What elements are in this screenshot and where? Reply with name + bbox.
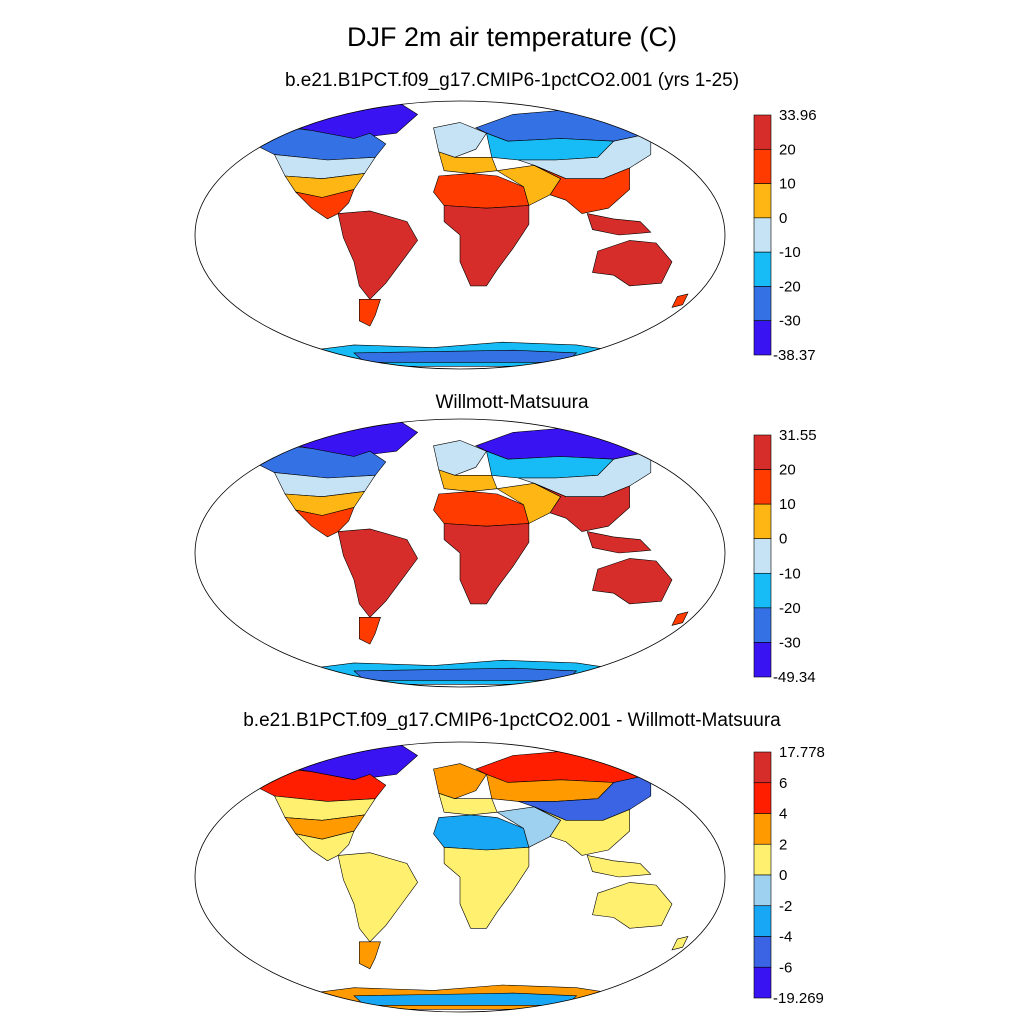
colorbar-tick-label: -20 [779, 600, 801, 617]
colorbar-tick-label: 31.55 [779, 427, 817, 444]
region-south-se-asia [534, 165, 630, 214]
colorbar-tick-label: 0 [779, 210, 787, 227]
colorbar-tick-label: 0 [779, 867, 787, 884]
colorbar-segment [753, 434, 772, 470]
colorbar-tick-label: -30 [779, 634, 801, 651]
colorbar-tick-label: -20 [779, 278, 801, 295]
colorbar-tick-label: 10 [779, 176, 796, 193]
region-southern-europe [438, 792, 498, 816]
colorbar-tick-label: 6 [779, 775, 787, 792]
colorbar-tick-label: -4 [779, 929, 792, 946]
region-sub-saharan-africa [443, 846, 530, 929]
colorbar-1: 33.96 20 10 0 -10 -20 -30 -38.37 [753, 107, 817, 364]
region-patagonia [359, 617, 381, 645]
colorbar-segment [753, 843, 772, 876]
region-new-zealand [671, 935, 689, 951]
colorbar-segment [753, 320, 772, 356]
colorbar-segment [753, 874, 772, 907]
colorbar-tick-label: 17.778 [779, 744, 825, 761]
region-south-america [337, 528, 418, 618]
colorbar-tick-label: -6 [779, 959, 792, 976]
colorbar-segment [753, 469, 772, 505]
region-northern-siberia [475, 108, 652, 142]
panel-1-title: b.e21.B1PCT.f09_g17.CMIP6-1pctCO2.001 (y… [284, 70, 740, 91]
region-maritime-continent [586, 531, 652, 554]
region-south-se-asia [534, 806, 630, 856]
colorbar-tick-label: 33.96 [779, 107, 817, 124]
colorbar-tick-label: 4 [779, 806, 787, 823]
colorbar-segment [753, 782, 772, 814]
region-australia [592, 882, 673, 929]
colorbar-segment [753, 966, 772, 999]
land-regions [247, 742, 689, 1010]
region-southern-europe [438, 469, 498, 492]
colorbar-segment [753, 572, 772, 609]
colorbar-tick-label: -38.37 [773, 347, 816, 364]
region-patagonia [359, 941, 381, 970]
colorbar-segment [753, 642, 772, 678]
colorbar-segment [753, 148, 772, 184]
colorbar-segment [753, 905, 772, 937]
map-outline [194, 418, 726, 688]
colorbar-tick-label: -10 [779, 244, 801, 261]
colorbar-tick-label: -10 [779, 565, 801, 582]
colorbar-segment [753, 813, 772, 845]
map-outline [194, 100, 726, 370]
colorbar-segment [753, 538, 772, 574]
colorbar-segment [753, 286, 772, 322]
colorbar-tick-label: -19.269 [773, 990, 824, 1007]
region-northern-siberia [475, 749, 652, 783]
panel-3-title: b.e21.B1PCT.f09_g17.CMIP6-1pctCO2.001 - … [243, 710, 781, 731]
map-panel-2: 31.55 20 10 0 -10 -20 -30 -49.34 [194, 418, 817, 688]
map-panel-1: 33.96 20 10 0 -10 -20 -30 -38.37 [194, 100, 817, 370]
colorbar-segment [753, 183, 772, 219]
colorbar-segment [753, 751, 772, 784]
region-australia [592, 240, 673, 287]
land-regions [247, 419, 689, 685]
map-panel-3: 17.778 6 4 2 0 -2 -4 -6 -19.269 [194, 741, 825, 1013]
colorbar-segment [753, 251, 772, 287]
map-outline [194, 741, 726, 1013]
region-central-america-florida [294, 506, 355, 538]
region-new-zealand [671, 611, 689, 626]
region-sub-saharan-africa [443, 205, 530, 287]
colorbar-tick-label: 2 [779, 836, 787, 853]
region-patagonia [359, 299, 381, 327]
region-south-america [337, 210, 418, 300]
region-sub-saharan-africa [443, 523, 530, 605]
colorbar-segment [753, 217, 772, 253]
colorbar-tick-label: 10 [779, 496, 796, 513]
colorbar-tick-label: -49.34 [773, 669, 816, 686]
region-central-america-florida [294, 188, 355, 220]
colorbar-tick-label: 0 [779, 531, 787, 548]
region-northern-siberia [475, 426, 652, 460]
colorbar-tick-label: -2 [779, 898, 792, 915]
panel-2-title: Willmott-Matsuura [435, 392, 589, 413]
colorbar-tick-label: 20 [779, 141, 796, 158]
land-regions [247, 101, 689, 367]
colorbar-3: 17.778 6 4 2 0 -2 -4 -6 -19.269 [753, 744, 825, 1007]
colorbar-segment [753, 503, 772, 540]
colorbar-2: 31.55 20 10 0 -10 -20 -30 -49.34 [753, 427, 817, 686]
region-south-america [337, 852, 418, 943]
region-maritime-continent [586, 855, 652, 878]
region-central-america-florida [294, 830, 355, 862]
colorbar-segment [753, 936, 772, 968]
region-australia [592, 558, 673, 605]
region-maritime-continent [586, 213, 652, 236]
main-title: DJF 2m air temperature (C) [346, 22, 678, 52]
colorbar-segment [753, 114, 772, 150]
colorbar-tick-label: -30 [779, 313, 801, 330]
region-southern-europe [438, 151, 498, 174]
colorbar-tick-label: 20 [779, 462, 796, 479]
region-new-zealand [671, 293, 689, 308]
region-south-se-asia [534, 483, 630, 532]
colorbar-segment [753, 607, 772, 643]
